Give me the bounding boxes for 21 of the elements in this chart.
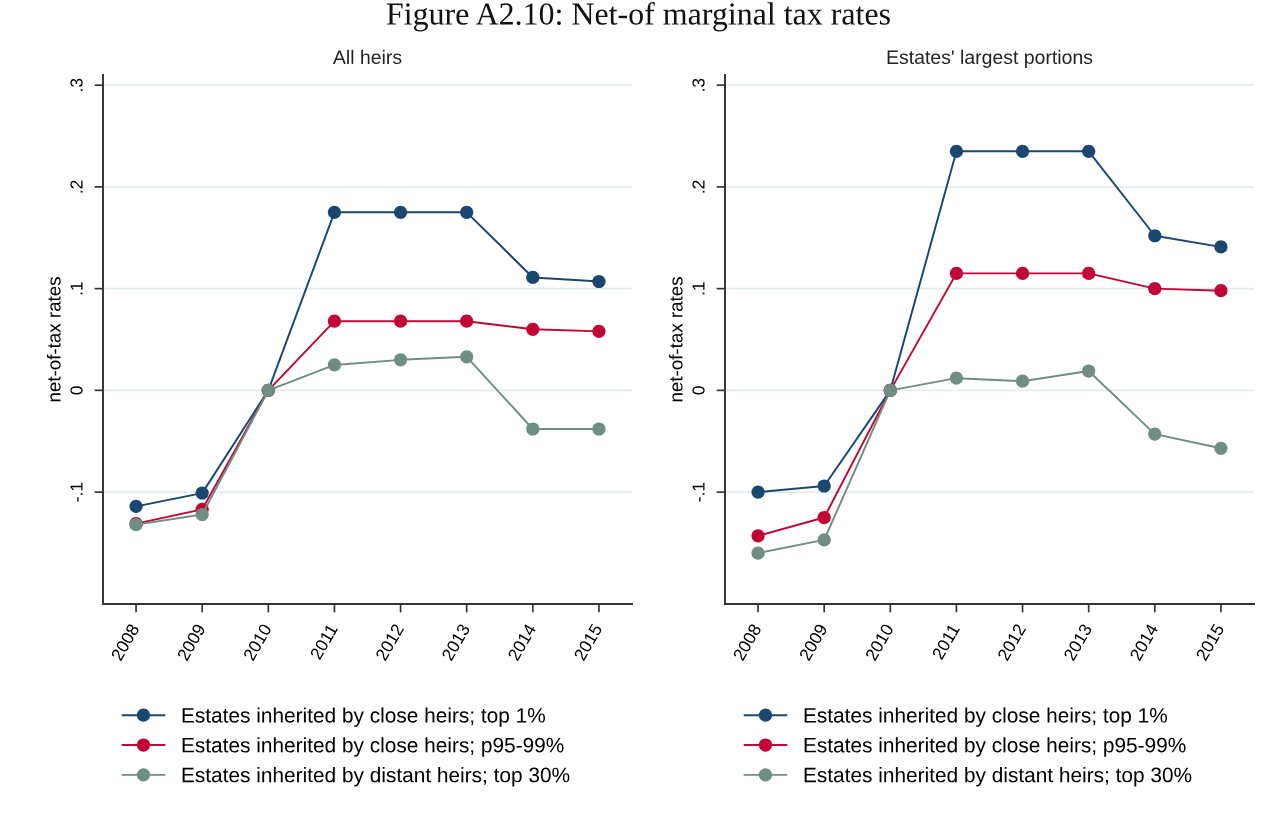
chart-title: All heirs [332,49,402,65]
legend-label: Estates inherited by close heirs; top 1% [182,707,545,727]
y-axis-title: net-of-tax rates [668,277,683,402]
y-tick-label: .2 [692,180,705,193]
y-tick-label: .3 [692,78,705,91]
y-tick-label: .2 [70,180,83,193]
legend-label: Estates inherited by distant heirs; top 30% [804,767,1192,787]
legend-label: Estates inherited by close heirs; p95-99% [804,737,1186,757]
y-tick-label: -.1 [70,482,83,502]
legend-label: Estates inherited by close heirs; top 1% [804,707,1167,727]
y-tick-label: .3 [70,78,83,91]
y-tick-label: .1 [70,282,83,295]
y-tick-label: 0 [692,386,705,395]
chart-title: Estates' largest portions [887,49,1093,68]
y-tick-label: .1 [692,282,705,295]
legend-label: Estates inherited by distant heirs; top 30% [182,767,570,787]
caption: Figure A2.10: Net-of marginal tax rates [386,2,890,32]
y-tick-label: 0 [70,386,83,395]
y-axis-title: net-of-tax rates [46,277,61,402]
legend-label: Estates inherited by close heirs; p95-99% [182,737,564,757]
y-tick-label: -.1 [692,482,705,502]
